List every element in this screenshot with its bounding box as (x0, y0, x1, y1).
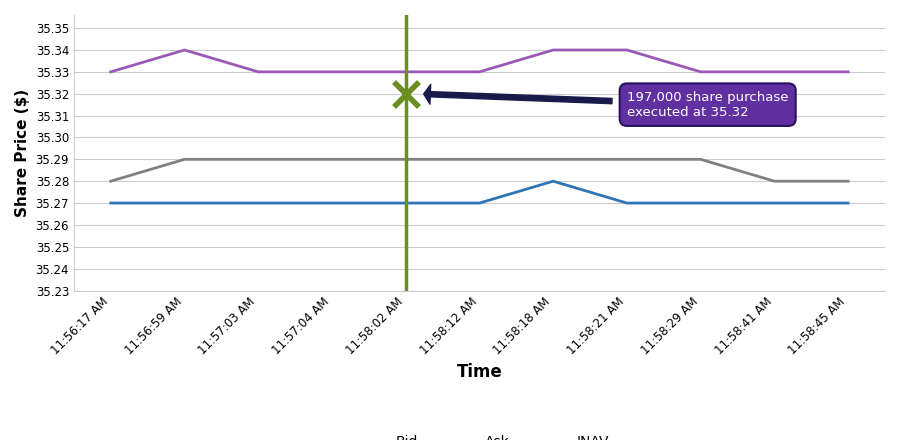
X-axis label: Time: Time (456, 363, 502, 381)
Legend: Bid, Ask, INAV: Bid, Ask, INAV (345, 430, 615, 440)
Text: 197,000 share purchase
executed at 35.32: 197,000 share purchase executed at 35.32 (424, 84, 788, 119)
Y-axis label: Share Price ($): Share Price ($) (15, 89, 30, 217)
